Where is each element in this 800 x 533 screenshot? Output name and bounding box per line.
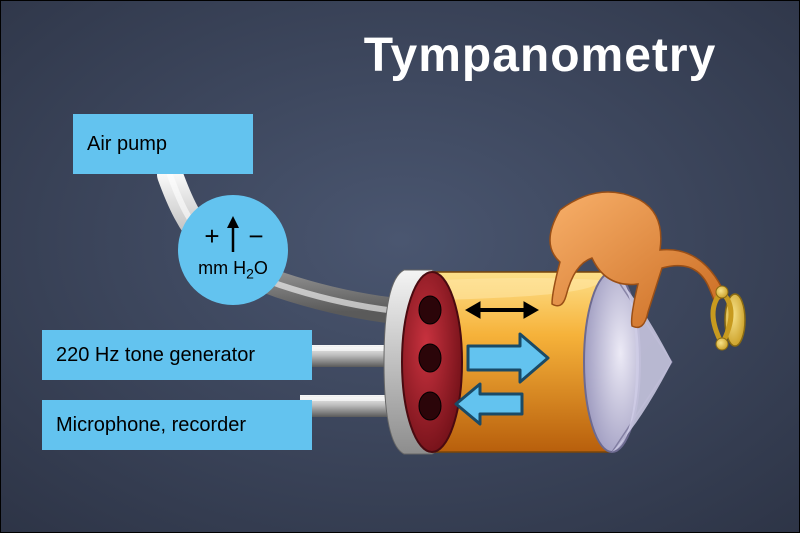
microphone-text: Microphone, recorder xyxy=(56,414,246,437)
svg-text:−: − xyxy=(248,221,263,251)
page-title: Tympanometry xyxy=(300,28,780,83)
gauge-unit-prefix: mm H xyxy=(198,258,246,278)
pressure-gauge: + − xyxy=(178,195,288,305)
tone-generator-text: 220 Hz tone generator xyxy=(56,344,255,367)
diagram-canvas: + − xyxy=(0,0,800,533)
air-pump-label: Air pump xyxy=(73,114,253,174)
gauge-unit-sub: 2 xyxy=(246,266,254,282)
air-pump-text: Air pump xyxy=(87,133,167,156)
gauge-unit: mm H2O xyxy=(173,258,293,282)
stapes-icon xyxy=(713,286,745,350)
tone-generator-label: 220 Hz tone generator xyxy=(42,330,312,380)
gauge-unit-suffix: O xyxy=(254,258,268,278)
microphone-label: Microphone, recorder xyxy=(42,400,312,450)
svg-text:+: + xyxy=(204,221,219,251)
